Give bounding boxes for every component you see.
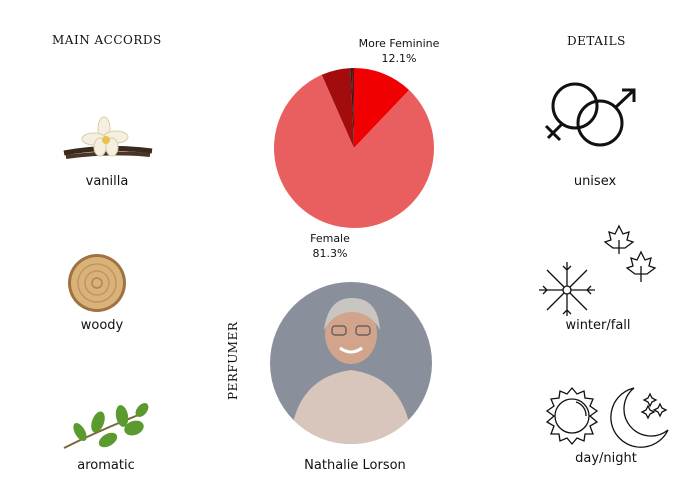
sun-moon-icon: [545, 386, 669, 448]
perfumer-name: Nathalie Lorson: [304, 458, 406, 473]
details-heading: DETAILS: [567, 34, 626, 48]
vanilla-flower-image: [63, 116, 153, 159]
pie-slice-0: [354, 68, 410, 148]
gender-pie-chart: [274, 68, 434, 229]
wood-slice-image: [68, 254, 126, 312]
accord-woody-label: woody: [80, 318, 124, 333]
pie-slice-2: [321, 68, 354, 148]
pie-slice-3: [350, 68, 354, 148]
detail-time-label: day/night: [575, 451, 637, 466]
main-accords-heading: MAIN ACCORDS: [52, 33, 162, 47]
perfumer-heading: PERFUMER: [226, 321, 240, 400]
pie-label-value: 12.1%: [381, 52, 417, 65]
pie-slice-1: [274, 74, 434, 229]
detail-season-label: winter/fall: [565, 318, 631, 333]
snowflake-maple-leaves-icon: [539, 224, 657, 316]
pie-label-name: Female: [310, 232, 350, 245]
accord-vanilla-label: vanilla: [85, 174, 129, 189]
pie-label-female: Female 81.3%: [290, 231, 370, 261]
pie-label-value: 81.3%: [312, 247, 348, 260]
accord-aromatic-label: aromatic: [77, 458, 135, 473]
pie-label-name: More Feminine: [358, 37, 440, 50]
perfumer-photo: [270, 282, 432, 444]
detail-unisex-label: unisex: [573, 174, 617, 189]
pie-slice-4: [352, 68, 354, 148]
herb-sprig-image: [63, 403, 149, 449]
pie-label-more-feminine: More Feminine 12.1%: [349, 36, 449, 66]
gender-symbols-icon: [544, 82, 636, 147]
